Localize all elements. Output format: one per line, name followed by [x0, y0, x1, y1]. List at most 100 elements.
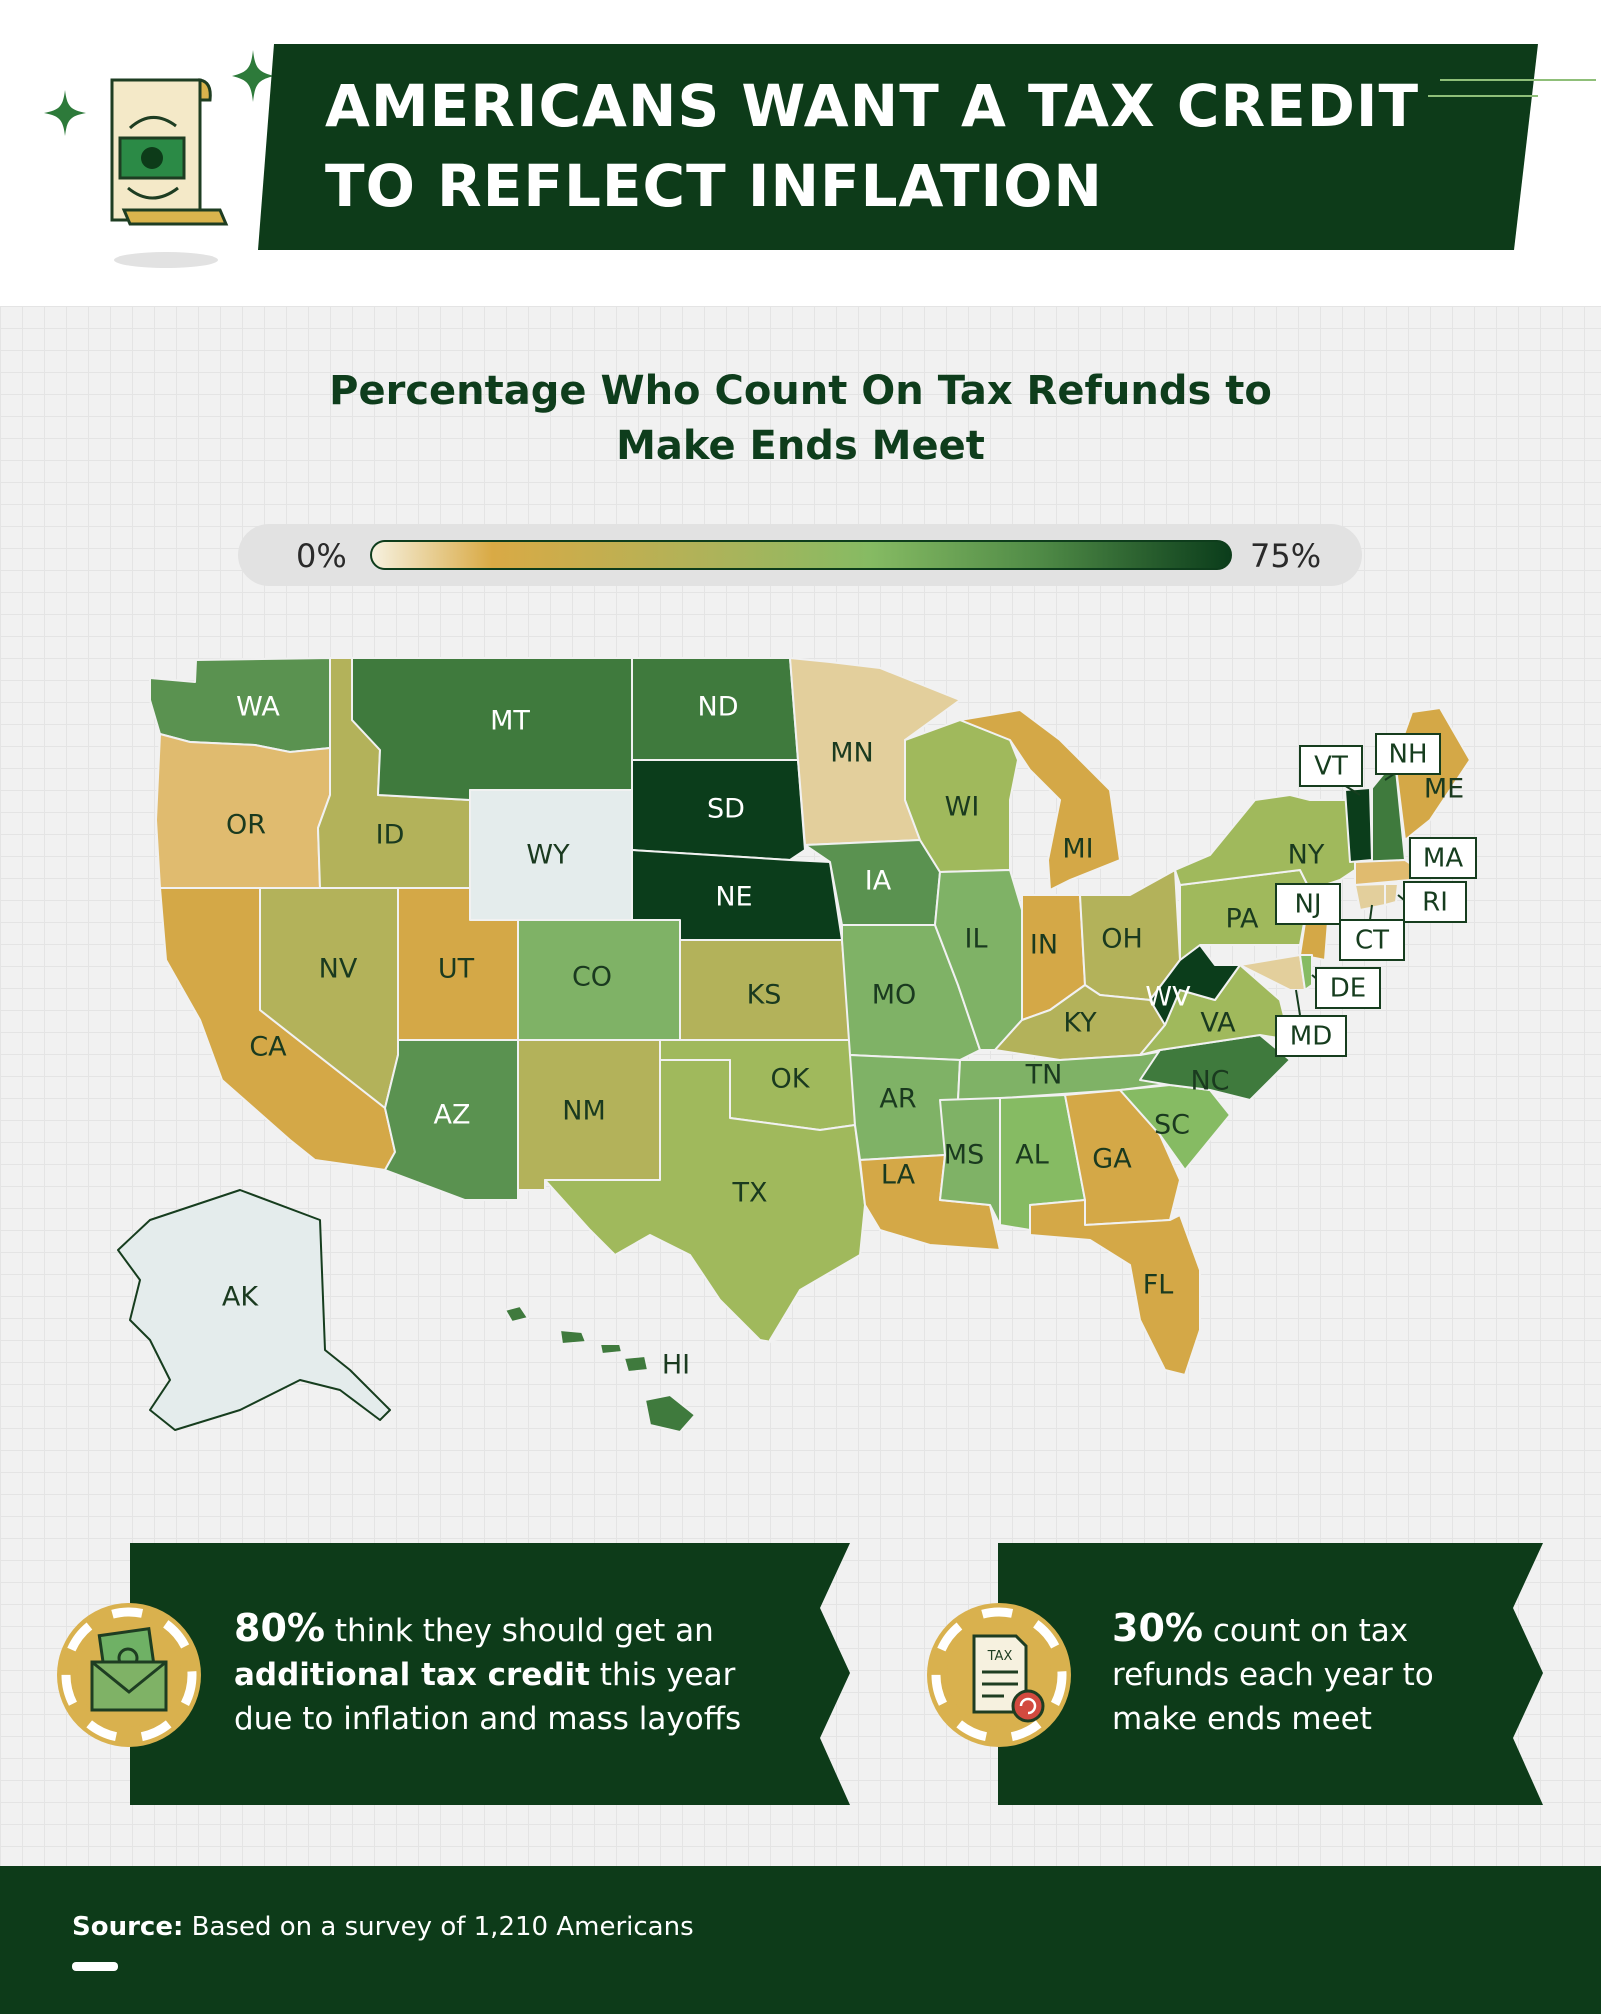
tag-nj: NJ	[1275, 883, 1341, 925]
state-label-tn: TN	[1025, 1060, 1063, 1091]
decorative-lines	[1428, 79, 1596, 97]
svg-text:MA: MA	[1423, 844, 1463, 874]
svg-text:DE: DE	[1330, 974, 1366, 1004]
state-sd	[631, 759, 806, 861]
state-label-nm: NM	[562, 1096, 606, 1127]
callout-banner-1	[130, 1543, 850, 1805]
state-de	[1299, 954, 1313, 991]
svg-text:NJ: NJ	[1294, 890, 1321, 920]
callout-1-text: 80% think they should get an additional …	[234, 1606, 741, 1741]
money-envelope-icon	[57, 1603, 201, 1747]
page-title-line1: AMERICANS WANT A TAX CREDIT	[325, 72, 1420, 140]
callout-2-stat: 30%	[1112, 1606, 1203, 1650]
callout-1-line3: due to inflation and mass layoffs	[234, 1701, 742, 1737]
map-title-line2: Make Ends Meet	[616, 423, 985, 469]
state-hi-3	[599, 1343, 623, 1355]
state-label-tx: TX	[732, 1178, 768, 1209]
state-label-az: AZ	[434, 1100, 471, 1131]
state-label-me: ME	[1424, 774, 1464, 805]
tag-ma: MA	[1409, 837, 1477, 879]
state-label-ms: MS	[944, 1140, 984, 1171]
legend-max-label: 75%	[1250, 537, 1322, 575]
callout-banner-2	[998, 1543, 1543, 1805]
tag-vt: VT	[1299, 745, 1363, 796]
state-label-fl: FL	[1143, 1270, 1174, 1301]
callout-1-line2: this year	[589, 1657, 736, 1693]
svg-text:RI: RI	[1422, 888, 1448, 918]
state-label-ia: IA	[865, 866, 892, 897]
svg-text:MD: MD	[1290, 1022, 1332, 1052]
source-body: Based on a survey of 1,210 Americans	[183, 1912, 694, 1942]
state-label-wi: WI	[945, 792, 980, 823]
tax-refund-icon: TAX	[927, 1603, 1071, 1747]
sparkle-icon	[232, 50, 274, 102]
us-choropleth-map: WA OR CA ID NV MT WY UT AZ CO NM ND SD N…	[117, 657, 1477, 1433]
state-label-ak: AK	[222, 1282, 259, 1313]
legend-gradient-bar	[370, 540, 1232, 570]
state-label-in: IN	[1030, 930, 1058, 961]
state-label-ut: UT	[438, 954, 475, 985]
state-label-mt: MT	[490, 706, 530, 737]
title-banner	[258, 44, 1538, 250]
source-label: Source:	[72, 1912, 184, 1942]
callout-2-line1: count on tax	[1202, 1613, 1409, 1649]
sparkle-icon	[44, 90, 86, 136]
state-label-ky: KY	[1063, 1008, 1097, 1039]
callout-1-stat: 80%	[234, 1606, 325, 1650]
state-label-nd: ND	[698, 692, 739, 723]
state-label-nv: NV	[319, 954, 358, 985]
map-title-line1: Percentage Who Count On Tax Refunds to	[329, 368, 1272, 414]
callout-2-line3: make ends meet	[1112, 1701, 1372, 1737]
state-label-ne: NE	[715, 882, 752, 913]
state-mi	[959, 709, 1121, 891]
state-hi-5	[644, 1394, 696, 1433]
state-label-mi: MI	[1062, 834, 1093, 865]
header: AMERICANS WANT A TAX CREDIT TO REFLECT I…	[0, 0, 1601, 290]
tag-nh: NH	[1375, 733, 1441, 781]
state-fl	[1029, 1199, 1201, 1376]
footer	[0, 1866, 1601, 2014]
state-vt	[1344, 787, 1373, 863]
svg-text:NH: NH	[1389, 740, 1428, 770]
state-label-co: CO	[572, 962, 612, 993]
footer-decoration	[72, 1962, 118, 1971]
state-label-oh: OH	[1101, 924, 1143, 955]
state-label-nc: NC	[1190, 1066, 1229, 1097]
tag-de: DE	[1311, 967, 1381, 1009]
state-hi-4	[623, 1355, 649, 1373]
state-label-wy: WY	[526, 840, 570, 871]
state-label-or: OR	[226, 810, 266, 841]
state-ri	[1384, 883, 1399, 906]
callout-2-text: 30% count on tax refunds each year to ma…	[1112, 1606, 1434, 1741]
svg-text:VT: VT	[1314, 752, 1348, 782]
state-ct	[1354, 883, 1386, 911]
tag-md: MD	[1275, 989, 1347, 1057]
tax-refund-document-icon	[110, 78, 229, 268]
state-tx	[544, 1059, 866, 1346]
state-label-id: ID	[376, 820, 405, 851]
state-label-ar: AR	[879, 1084, 916, 1115]
callout-2-line2: refunds each year to	[1112, 1657, 1434, 1693]
svg-text:CT: CT	[1355, 926, 1389, 956]
source-text: Source: Based on a survey of 1,210 Ameri…	[72, 1912, 694, 1942]
state-label-ks: KS	[747, 980, 782, 1011]
state-label-al: AL	[1015, 1140, 1049, 1171]
state-label-sd: SD	[707, 794, 745, 825]
state-label-la: LA	[881, 1160, 916, 1191]
state-label-sc: SC	[1154, 1110, 1190, 1141]
state-label-ca: CA	[249, 1032, 287, 1063]
tax-icon-label: TAX	[987, 1649, 1013, 1664]
state-label-mn: MN	[830, 738, 874, 769]
state-label-mo: MO	[872, 980, 917, 1011]
tag-ct: CT	[1339, 904, 1405, 961]
state-label-va: VA	[1200, 1008, 1236, 1039]
state-label-wa: WA	[236, 692, 280, 723]
state-label-il: IL	[964, 924, 987, 955]
tag-ri: RI	[1397, 881, 1467, 923]
state-label-wv: WV	[1145, 982, 1191, 1013]
state-label-ga: GA	[1092, 1144, 1132, 1175]
state-ak	[117, 1189, 391, 1431]
callout-1-bold: additional tax credit	[234, 1657, 590, 1693]
callout-1-line1: think they should get an	[324, 1613, 714, 1649]
state-label-ok: OK	[771, 1064, 811, 1095]
